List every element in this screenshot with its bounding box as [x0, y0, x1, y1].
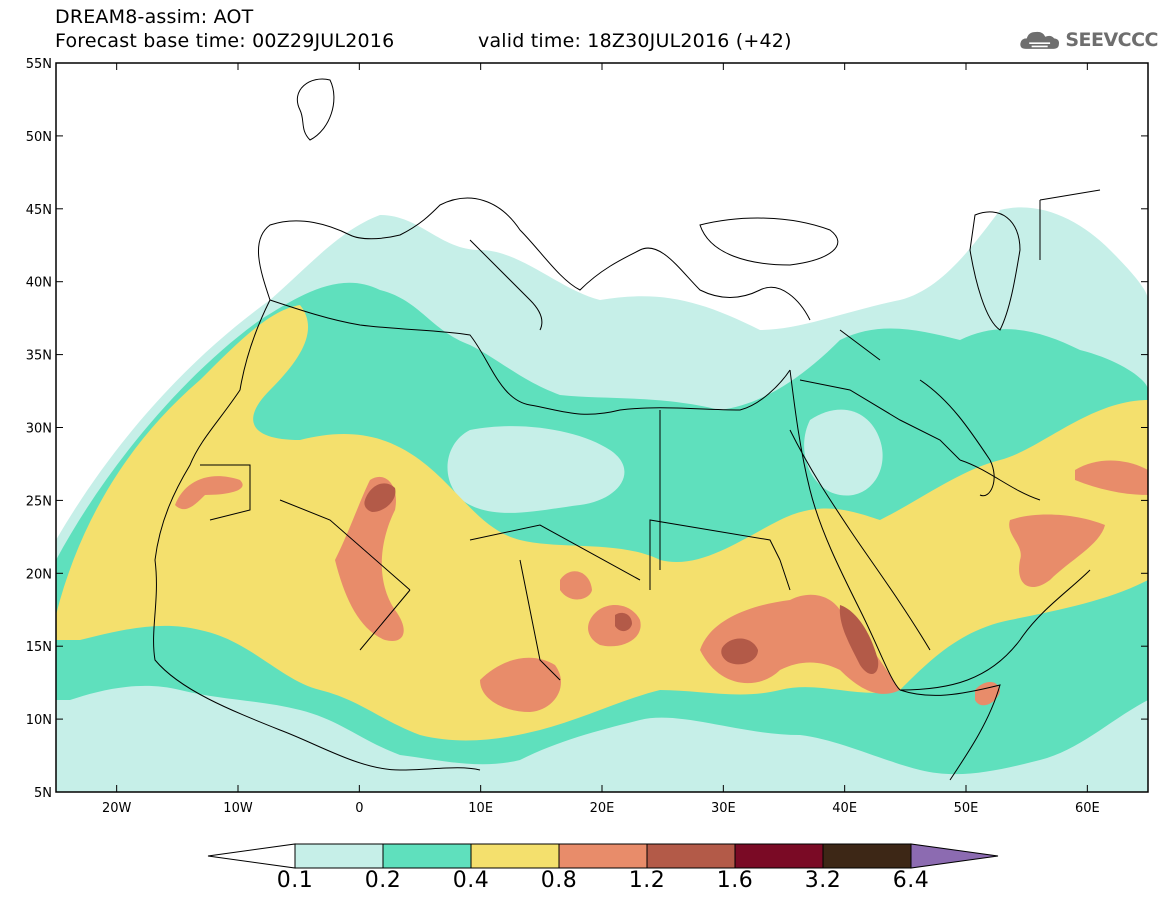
lat-tick-label: 40N — [26, 276, 52, 291]
seevccc-logo: SEEVCCC — [1018, 22, 1158, 58]
aot-contour-1.2 — [721, 638, 758, 665]
borders-middle-east — [799, 189, 1101, 461]
colorbar-arrow-low — [207, 843, 296, 869]
aot-contour-0.8 — [975, 681, 1000, 706]
lat-tick-label: 35N — [26, 349, 52, 364]
colorbar — [207, 843, 999, 869]
colorbar-swatch — [382, 843, 472, 869]
colorbar-label: 0.8 — [540, 868, 578, 893]
cloud-icon — [1020, 31, 1060, 49]
lat-tick-label: 15N — [26, 640, 52, 655]
aot-contour-0.8 — [1009, 514, 1105, 588]
lat-tick-label: 20N — [26, 567, 52, 582]
coastline-red-sea — [789, 369, 931, 691]
colorbar-swatch — [558, 843, 648, 869]
colorbar-label: 0.4 — [452, 868, 490, 893]
lon-tick-label: 20W — [102, 801, 132, 816]
aot-contour-0.8 — [1075, 460, 1148, 495]
colorbar-label: 1.6 — [716, 868, 754, 893]
lat-tick-label: 55N — [26, 57, 52, 72]
coastline-italy — [469, 239, 543, 331]
colorbar-arrow-high — [910, 843, 999, 869]
lon-tick-label: 20E — [590, 801, 615, 816]
aot-contour-0.8 — [335, 476, 404, 641]
coastline-horn-of-africa — [899, 684, 1001, 781]
lat-tick-label: 5N — [34, 786, 52, 801]
coastline-west-africa — [153, 299, 481, 771]
aot-contour-1.2 — [615, 612, 632, 632]
lon-tick-label: 0 — [355, 801, 363, 816]
aot-contour-1.2 — [839, 605, 879, 675]
coastline-black-sea — [699, 217, 839, 266]
lon-tick-label: 10W — [223, 801, 253, 816]
aot-contour-0.4 — [56, 305, 1148, 741]
coastline-north-africa — [269, 299, 791, 415]
colorbar-swatch — [646, 843, 736, 869]
longitude-axis: 20W 10W 0 10E 20E 30E 40E 50E 60E — [102, 63, 1100, 816]
logo-text: SEEVCCC — [1065, 29, 1158, 51]
lat-tick-label: 25N — [26, 494, 52, 509]
colorbar-label: 0.2 — [364, 868, 402, 893]
colorbar-swatch — [470, 843, 560, 869]
aot-contour-0.1-patch — [804, 409, 883, 496]
model-title: DREAM8-assim: AOT — [55, 6, 254, 28]
colorbar-swatch — [822, 843, 912, 869]
lat-tick-label: 45N — [26, 203, 52, 218]
lat-tick-label: 50N — [26, 130, 52, 145]
coastline-arabia — [899, 459, 1091, 691]
aot-contour-0.1-patch — [447, 426, 625, 513]
latitude-axis: 5N 10N 15N 20N 25N 30N 35N 40N 45N 50N 55N — [26, 57, 1148, 801]
colorbar-label: 6.4 — [892, 868, 930, 893]
lat-tick-label: 10N — [26, 713, 52, 728]
lon-tick-label: 60E — [1075, 801, 1100, 816]
lon-tick-label: 10E — [468, 801, 493, 816]
valid-time: valid time: 18Z30JUL2016 (+42) — [478, 30, 792, 52]
aot-field — [56, 207, 1148, 792]
borders-sahara — [200, 410, 791, 681]
colorbar-label: 1.2 — [628, 868, 666, 893]
coastline-britain — [296, 78, 335, 141]
aot-contour-0.8 — [560, 571, 592, 600]
lon-tick-label: 40E — [832, 801, 857, 816]
colorbar-swatch — [734, 843, 824, 869]
lon-tick-label: 50E — [954, 801, 979, 816]
colorbar-swatch — [294, 843, 384, 869]
aot-contour-0.8 — [175, 476, 243, 510]
forecast-base-time: Forecast base time: 00Z29JUL2016 — [55, 30, 395, 52]
coastlines — [153, 78, 1101, 781]
colorbar-label: 3.2 — [804, 868, 842, 893]
aot-contour-1.2 — [364, 483, 396, 512]
coastline-caspian — [969, 211, 1021, 331]
aot-contour-0.8 — [480, 657, 561, 712]
coastline-persian-gulf — [919, 379, 995, 497]
lon-tick-label: 30E — [711, 801, 736, 816]
coastline-europe — [257, 197, 811, 321]
lat-tick-label: 30N — [26, 422, 52, 437]
colorbar-label: 0.1 — [276, 868, 314, 893]
aot-contour-0.8 — [700, 594, 900, 694]
